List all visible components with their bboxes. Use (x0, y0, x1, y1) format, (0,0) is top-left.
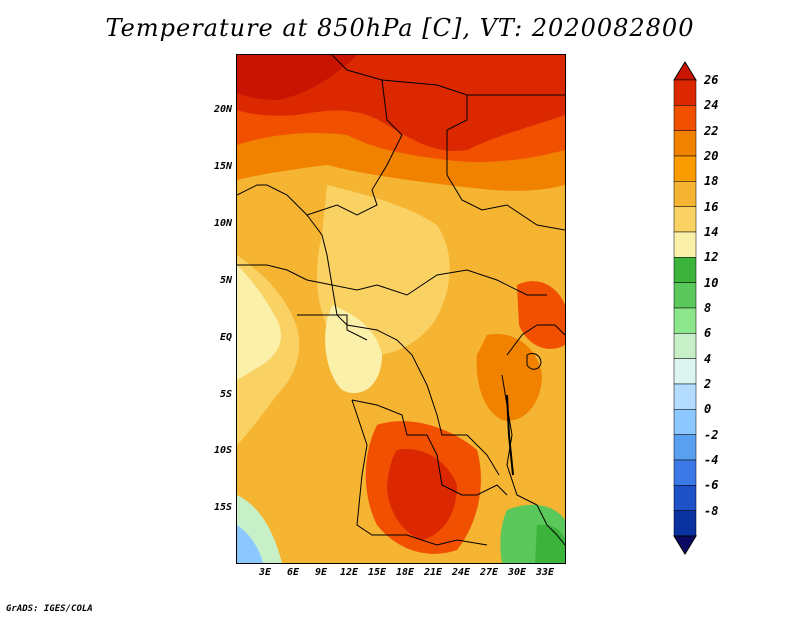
colorbar-label: 22 (704, 123, 719, 138)
colorbar-label: 0 (704, 402, 712, 417)
border-mozambique (536, 504, 565, 546)
colorbar-swatch (673, 459, 697, 486)
lat-tick-20n: 20N (213, 104, 232, 115)
lon-tick-3e: 3E (258, 567, 272, 578)
colorbar-label: 12 (704, 250, 719, 265)
colorbar-label: 10 (704, 275, 719, 290)
colorbar-max-arrow-icon (673, 61, 697, 81)
colorbar-swatch (673, 485, 697, 511)
lon-tick-33e: 33E (535, 567, 555, 578)
colorbar-swatch (673, 434, 697, 461)
lat-tick-5n: 5N (219, 275, 232, 286)
border-chad-sudan (381, 79, 565, 231)
border-uganda (506, 324, 565, 356)
colorbar-label: 26 (704, 73, 719, 87)
lon-tick-27e: 27E (479, 567, 499, 578)
field-20-east (476, 334, 542, 421)
colorbar-label: 8 (704, 301, 712, 315)
lon-tick-12e: 12E (339, 567, 359, 578)
border-car (306, 214, 547, 296)
border-gabon (297, 314, 368, 341)
colorbar (673, 61, 697, 555)
lat-tick-10n: 10N (213, 218, 232, 229)
colorbar-min-arrow-icon (673, 535, 697, 555)
colorbar-label: -8 (704, 503, 719, 518)
lon-tick-6e: 6E (286, 567, 300, 578)
temperature-map (236, 54, 566, 564)
border-angola-namibia (351, 399, 488, 546)
lat-tick-15n: 15N (213, 161, 232, 172)
colorbar-label: 24 (704, 98, 719, 113)
colorbar-label: -6 (704, 478, 719, 493)
colorbar-swatch (673, 231, 697, 258)
field-22-east (517, 281, 565, 349)
field-27-northwest (237, 55, 357, 100)
lon-tick-9e: 9E (314, 567, 328, 578)
border-niger-chad (237, 55, 403, 216)
lat-tick-5s: 5S (219, 389, 232, 400)
colorbar-swatch (673, 358, 697, 385)
colorbar-label: 20 (704, 149, 719, 163)
chart-title: Temperature at 850hPa [C], VT: 202008280… (105, 14, 695, 42)
field-14-west (237, 265, 282, 380)
colorbar-label: 6 (704, 326, 712, 341)
lat-tick-eq: EQ (219, 332, 232, 343)
colorbar-swatch (673, 181, 697, 207)
lon-tick-21e: 21E (423, 567, 443, 578)
colorbar-swatch (673, 155, 697, 182)
lon-tick-24e: 24E (451, 567, 471, 578)
lake-tanganyika-outline (506, 394, 514, 476)
colorbar-swatch (673, 383, 697, 410)
field-14-central (325, 305, 382, 394)
field-16-central (317, 185, 450, 356)
colorbar-swatch (673, 130, 697, 157)
colorbar-label: 16 (704, 199, 719, 214)
lon-tick-30e: 30E (507, 567, 527, 578)
lat-tick-15s: 15S (213, 502, 232, 513)
colorbar-swatch (673, 105, 697, 131)
colorbar-swatch (673, 206, 697, 233)
field-13-southeast (535, 524, 565, 563)
colorbar-label: 14 (704, 225, 719, 239)
colorbar-swatch (673, 79, 697, 106)
credit-text: GrADS: IGES/COLA (6, 604, 93, 614)
lon-tick-15e: 15E (367, 567, 387, 578)
colorbar-swatch (673, 307, 697, 334)
colorbar-label: 18 (704, 174, 719, 189)
colorbar-swatch (673, 510, 697, 537)
colorbar-label: 2 (704, 377, 712, 391)
border-angola-drc (351, 399, 508, 496)
map-svg (237, 55, 565, 563)
field-4-southwest (237, 525, 263, 563)
colorbar-swatch (673, 333, 697, 359)
colorbar-label: 4 (704, 351, 712, 366)
border-nigeria-cameroon (237, 264, 333, 286)
colorbar-label: -2 (704, 427, 719, 442)
country-borders (237, 55, 565, 546)
colorbar-swatch (673, 282, 697, 309)
lake-victoria-outline (526, 352, 542, 370)
colorbar-swatch (673, 257, 697, 283)
lat-tick-10s: 10S (213, 445, 232, 456)
border-drc-west (331, 284, 500, 476)
colorbar-swatch (673, 409, 697, 435)
lon-tick-18e: 18E (395, 567, 415, 578)
colorbar-label: -4 (704, 453, 719, 467)
